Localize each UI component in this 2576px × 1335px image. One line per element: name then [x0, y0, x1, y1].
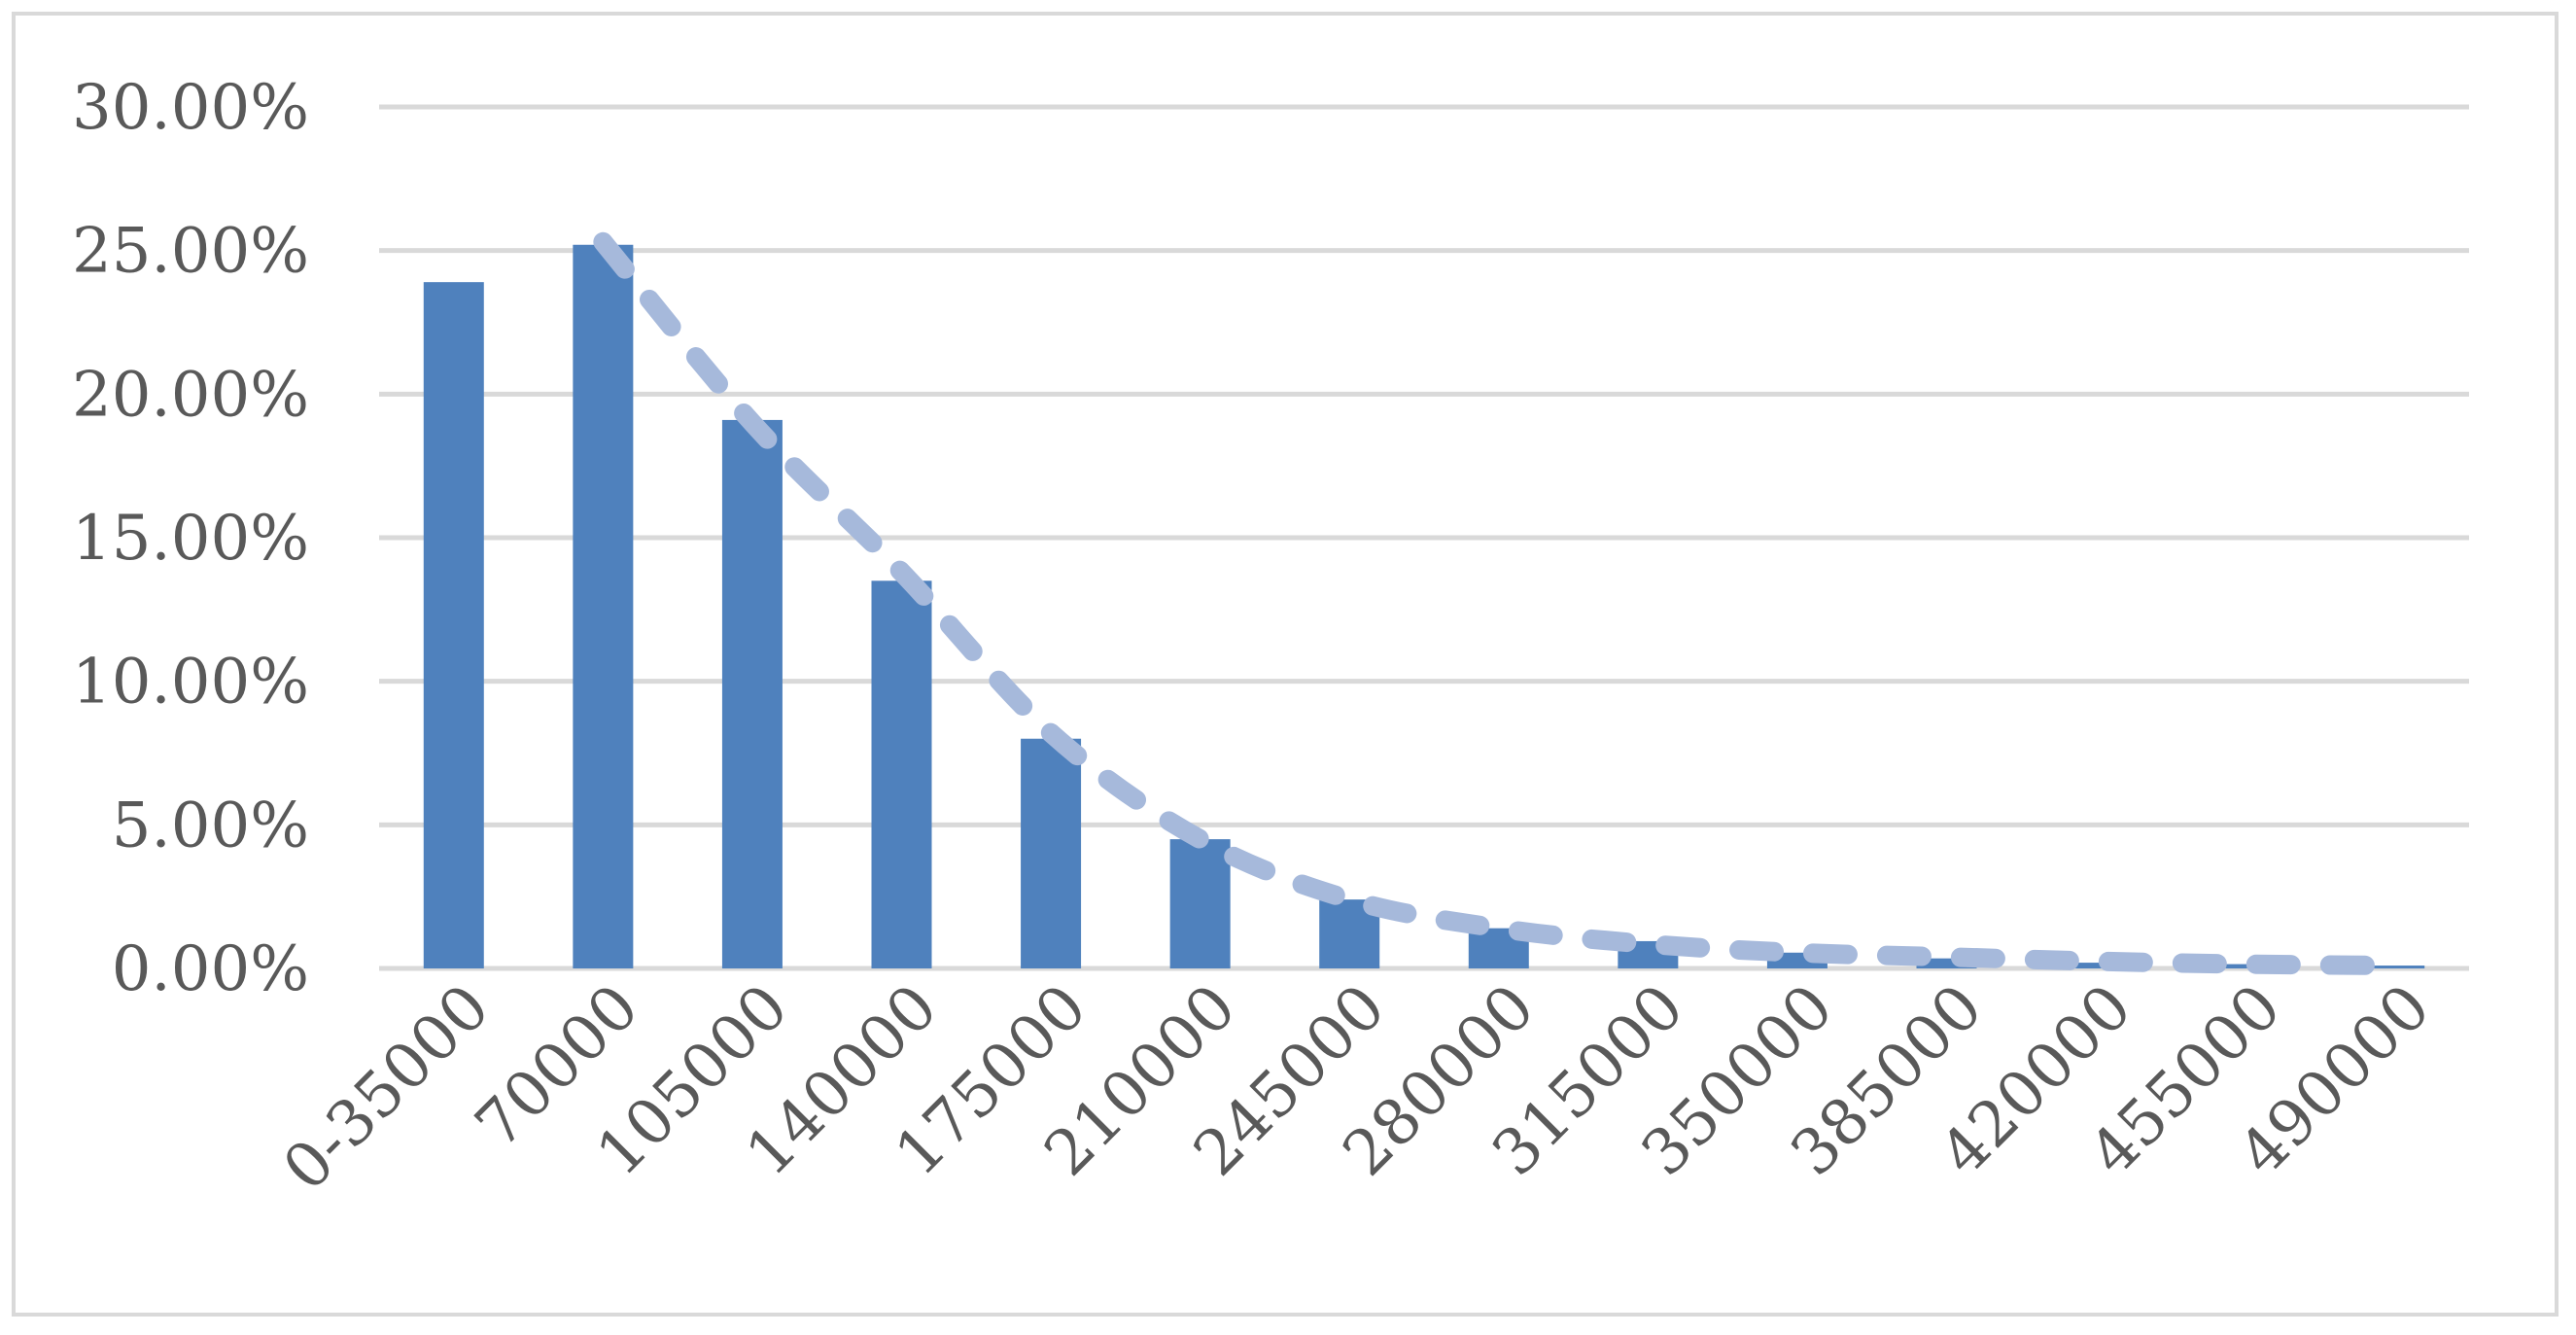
y-tick-label: 20.00%	[72, 359, 309, 431]
gridlines	[379, 104, 2469, 971]
y-tick-label: 30.00%	[72, 72, 309, 144]
bar	[1916, 958, 1977, 968]
bar	[1021, 738, 1082, 968]
bar	[871, 580, 932, 968]
bar	[721, 419, 783, 968]
bars	[423, 244, 2425, 968]
bar	[2214, 964, 2276, 968]
y-tick-label: 25.00%	[72, 216, 309, 288]
y-tick-label: 0.00%	[112, 933, 309, 1005]
y-tick-label: 5.00%	[112, 790, 309, 861]
y-tick-label: 15.00%	[72, 503, 309, 575]
bar	[2364, 966, 2425, 968]
y-axis-tick-labels: 0.00% 5.00% 10.00% 15.00% 20.00% 25.00% 30.00%	[72, 72, 309, 1005]
x-axis-tick-labels: 0-35000700001050001400001750002100002450…	[270, 971, 2445, 1205]
trend-line	[593, 231, 2405, 976]
y-tick-label: 10.00%	[72, 647, 309, 719]
x-tick-label: 0-35000	[270, 971, 504, 1205]
bar	[2066, 963, 2127, 968]
bar	[1169, 839, 1231, 968]
bar	[423, 282, 484, 968]
bar	[573, 244, 634, 968]
trend-line-layer	[593, 231, 2405, 976]
